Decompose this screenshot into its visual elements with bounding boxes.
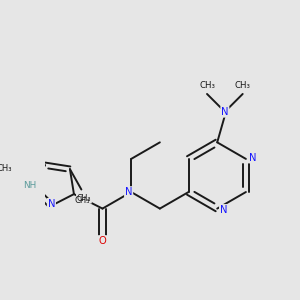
Text: CH₃: CH₃	[0, 164, 12, 173]
Text: CH₃: CH₃	[77, 194, 91, 203]
Text: CH₃: CH₃	[235, 81, 251, 90]
Text: N: N	[48, 199, 55, 209]
Text: N: N	[220, 205, 227, 215]
Text: N: N	[125, 187, 132, 197]
Text: N: N	[248, 153, 256, 163]
Text: NH: NH	[23, 181, 36, 190]
Text: CH₃: CH₃	[75, 196, 90, 205]
Text: O: O	[99, 236, 106, 246]
Text: N: N	[221, 107, 229, 117]
Text: CH₃: CH₃	[199, 81, 215, 90]
